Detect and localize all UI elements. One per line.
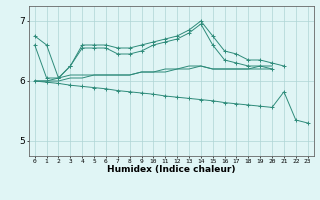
X-axis label: Humidex (Indice chaleur): Humidex (Indice chaleur) [107, 165, 236, 174]
